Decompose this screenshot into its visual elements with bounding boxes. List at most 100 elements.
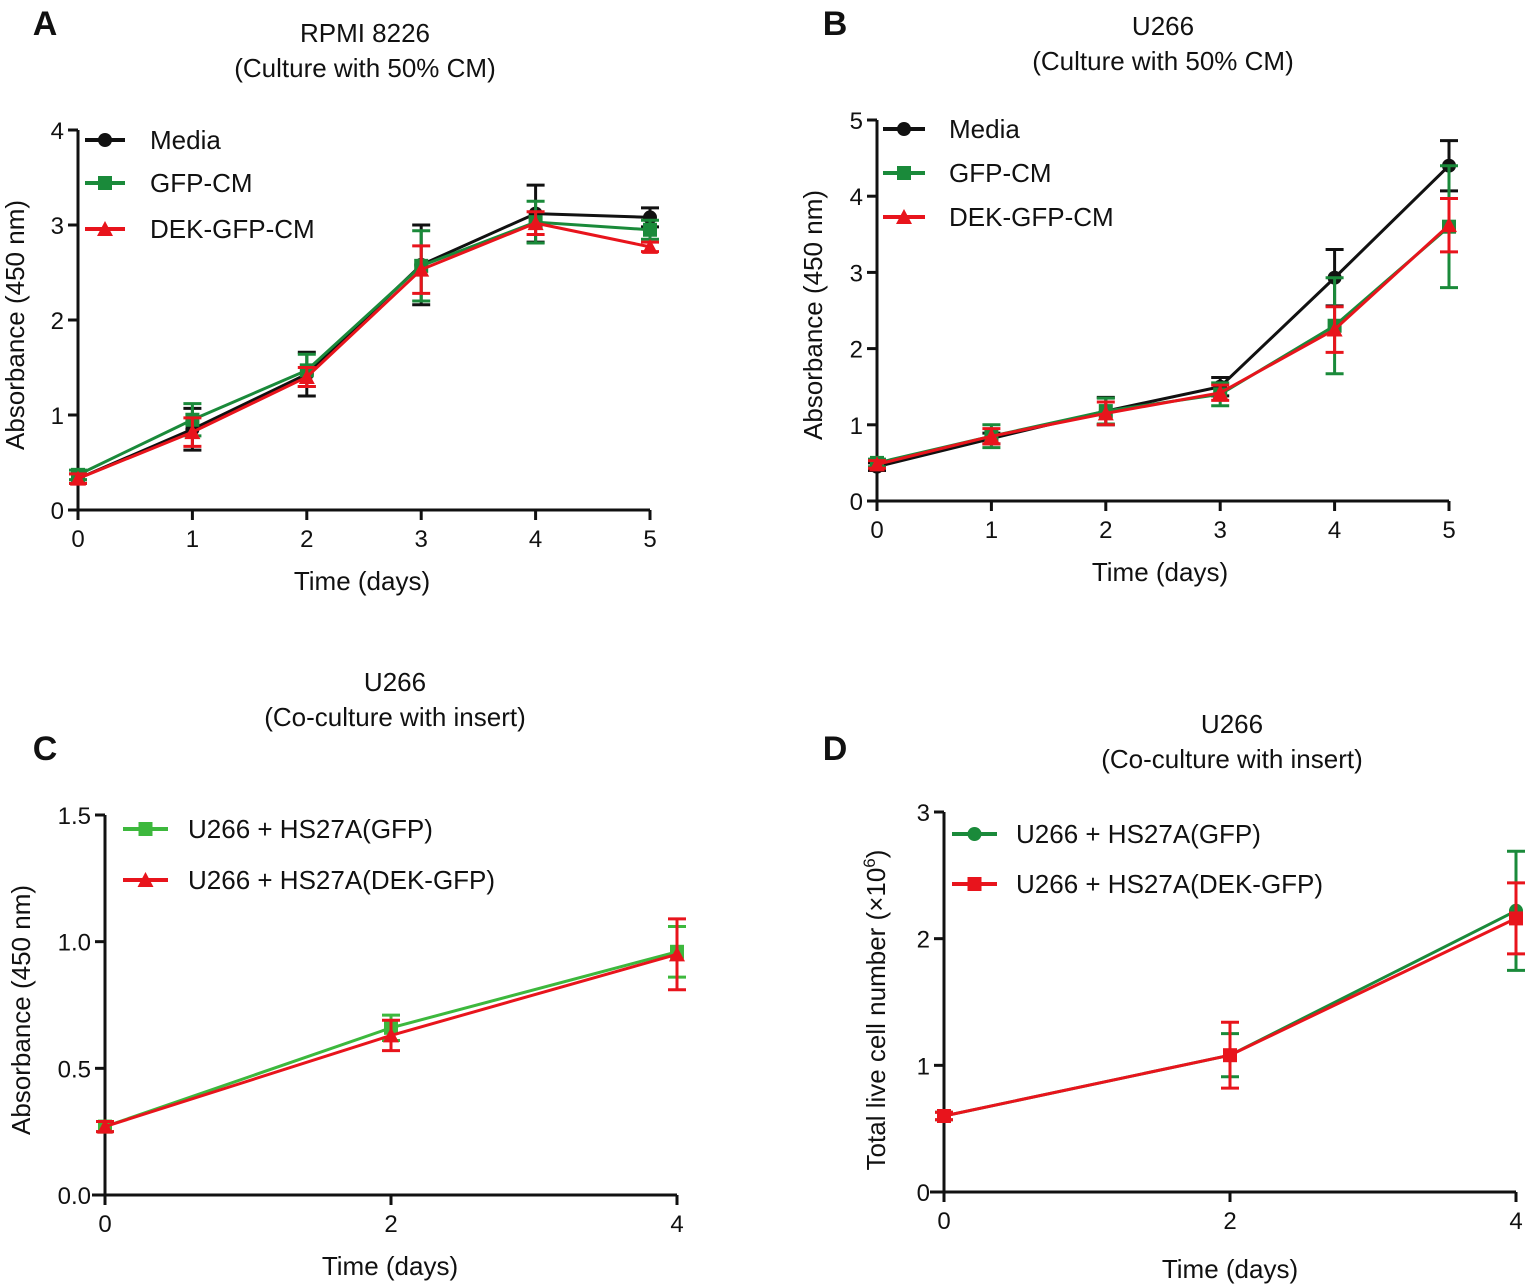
y-tick-label: 1	[850, 413, 863, 440]
y-tick-label: 1	[51, 403, 64, 430]
y-axis-label-end: )	[861, 850, 891, 859]
data-point-triangle	[97, 1118, 113, 1134]
data-point-square	[937, 1109, 951, 1123]
legend-label: GFP-CM	[150, 168, 253, 198]
legend-item: DEK-GFP-CM	[883, 202, 1114, 232]
y-axis-label: Absorbance (450 nm)	[6, 885, 36, 1135]
series-line	[77, 221, 651, 481]
y-axis-label-text: Absorbance (450 nm)	[798, 190, 828, 440]
data-point-triangle	[896, 209, 912, 224]
panel-letter: B	[823, 5, 848, 43]
data-point-triangle	[983, 428, 1000, 444]
y-tick-label: 0.0	[58, 1183, 91, 1210]
x-tick-label: 1	[985, 517, 998, 544]
x-tick-label: 0	[98, 1211, 111, 1238]
panel-b: B U266 (Culture with 50% CM) 0 1 2 3 4 5 0 1 2 3 4 5 Ti…	[798, 5, 1458, 587]
panel-c: C U266 (Co-culture with insert) 0.0 0.5 1.0 1.…	[6, 667, 686, 1281]
x-tick-label: 0	[937, 1208, 950, 1235]
data-point-triangle	[413, 261, 430, 277]
legend-label: DEK-GFP-CM	[949, 202, 1114, 232]
y-tick-label: 2	[51, 308, 64, 335]
chart-title: U266	[1201, 709, 1263, 739]
y-tick-label: 0.5	[58, 1056, 91, 1083]
x-tick-label: 0	[870, 517, 883, 544]
data-point-square	[897, 166, 911, 180]
y-tick-label: 0	[51, 498, 64, 525]
x-axis-label: Time (days)	[294, 566, 430, 596]
data-point-triangle	[70, 470, 86, 486]
y-tick-label: 2	[850, 337, 863, 364]
legend-item: GFP-CM	[883, 158, 1052, 188]
data-point-square	[1509, 911, 1523, 926]
data-point-triangle	[184, 424, 201, 440]
legend-item: GFP-CM	[85, 168, 253, 198]
data-point-circle	[897, 122, 911, 136]
data-point-square	[1223, 1048, 1237, 1063]
chart-title: U266	[364, 667, 426, 697]
chart-subtitle: (Co-culture with insert)	[1101, 744, 1363, 774]
data-point-triangle	[137, 872, 154, 887]
x-tick-label: 4	[670, 1211, 683, 1238]
x-axis-label: Time (days)	[1162, 1254, 1298, 1284]
legend-item: Media	[85, 125, 221, 155]
chart-title: RPMI 8226	[300, 18, 430, 48]
data-point-square	[98, 176, 112, 190]
data-point-triangle	[298, 369, 315, 384]
legend-item: U266 + HS27A(DEK-GFP)	[952, 869, 1323, 899]
legend-label: U266 + HS27A(DEK-GFP)	[1016, 869, 1323, 899]
data-point-circle	[967, 827, 982, 841]
legend-label: DEK-GFP-CM	[150, 214, 315, 244]
data-point-triangle	[1212, 384, 1229, 400]
data-point-triangle	[383, 1027, 399, 1043]
data-point-triangle	[97, 221, 113, 236]
series-u266-hs27a-dek-gfp-	[96, 917, 686, 1134]
series-dek-gfp-cm	[69, 210, 659, 486]
y-tick-label: 4	[51, 118, 64, 145]
legend-label: Media	[150, 125, 221, 155]
x-axis-label: Time (days)	[1092, 557, 1228, 587]
y-tick-label: 3	[850, 260, 863, 287]
legend-item: U266 + HS27A(DEK-GFP)	[123, 865, 495, 895]
data-point-square	[138, 822, 153, 836]
data-point-triangle	[1326, 321, 1343, 337]
legend-label: U266 + HS27A(GFP)	[188, 814, 433, 844]
series-line	[876, 225, 1450, 465]
x-tick-label: 2	[384, 1211, 397, 1238]
x-tick-label: 4	[1509, 1208, 1522, 1235]
y-axis-label-text: Absorbance (450 nm)	[0, 200, 30, 450]
y-tick-label: 4	[850, 184, 863, 211]
series-line	[876, 224, 1451, 466]
y-tick-label: 0	[850, 489, 863, 516]
data-point-triangle	[869, 456, 885, 472]
x-tick-label: 3	[1214, 517, 1227, 544]
y-axis-label: Absorbance (450 nm)	[0, 200, 30, 450]
panel-letter: C	[33, 730, 58, 768]
y-tick-label: 3	[917, 800, 930, 827]
data-point-triangle	[669, 946, 685, 962]
y-tick-label: 1	[917, 1053, 930, 1080]
y-axis-label: Absorbance (450 nm)	[798, 190, 828, 440]
x-axis-label: Time (days)	[322, 1251, 458, 1281]
chart-subtitle: (Co-culture with insert)	[264, 702, 526, 732]
chart-subtitle: (Culture with 50% CM)	[234, 53, 496, 83]
y-tick-label: 1.5	[58, 803, 91, 830]
y-tick-label: 2	[917, 927, 930, 954]
series-line	[876, 164, 1451, 469]
legend-label: U266 + HS27A(GFP)	[1016, 819, 1261, 849]
data-point-triangle	[1441, 217, 1457, 233]
data-point-circle	[98, 133, 112, 147]
data-point-triangle	[642, 238, 658, 254]
y-axis-label-text: Absorbance (450 nm)	[6, 885, 36, 1135]
panel-letter: A	[33, 5, 58, 43]
legend-item: U266 + HS27A(GFP)	[952, 819, 1261, 849]
y-axis-label-text: Total live cell number (×10	[861, 868, 891, 1171]
x-tick-label: 0	[71, 526, 84, 553]
legend-label: GFP-CM	[949, 158, 1052, 188]
legend-label: U266 + HS27A(DEK-GFP)	[188, 865, 495, 895]
legend-label: Media	[949, 114, 1020, 144]
x-tick-label: 1	[186, 526, 199, 553]
data-point-square	[967, 877, 982, 891]
x-tick-label: 5	[1442, 517, 1455, 544]
legend-item: U266 + HS27A(GFP)	[123, 814, 433, 844]
